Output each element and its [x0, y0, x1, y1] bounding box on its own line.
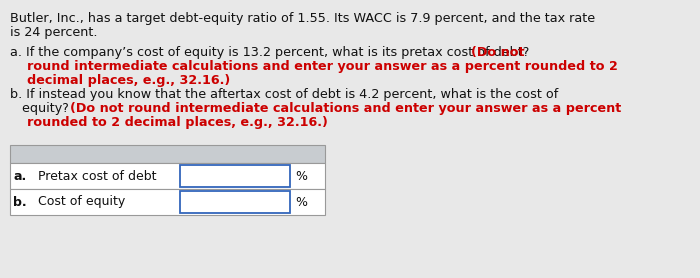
Text: rounded to 2 decimal places, e.g., 32.16.): rounded to 2 decimal places, e.g., 32.16… [27, 116, 328, 129]
Text: Pretax cost of debt: Pretax cost of debt [38, 170, 157, 182]
Text: Butler, Inc., has a target debt-equity ratio of 1.55. Its WACC is 7.9 percent, a: Butler, Inc., has a target debt-equity r… [10, 12, 595, 25]
Text: decimal places, e.g., 32.16.): decimal places, e.g., 32.16.) [27, 74, 230, 87]
Text: a. If the company’s cost of equity is 13.2 percent, what is its pretax cost of d: a. If the company’s cost of equity is 13… [10, 46, 533, 59]
Text: (Do not round intermediate calculations and enter your answer as a percent: (Do not round intermediate calculations … [69, 102, 621, 115]
Text: (Do not: (Do not [470, 46, 524, 59]
Text: b.: b. [13, 195, 27, 208]
Text: %: % [295, 195, 307, 208]
Text: is 24 percent.: is 24 percent. [10, 26, 97, 39]
Text: %: % [295, 170, 307, 182]
Bar [10, 163, 325, 189]
Bar [10, 145, 325, 163]
Text: Cost of equity: Cost of equity [38, 195, 125, 208]
Text: b. If instead you know that the aftertax cost of debt is 4.2 percent, what is th: b. If instead you know that the aftertax… [10, 88, 559, 101]
Text: a.: a. [13, 170, 27, 182]
Text: round intermediate calculations and enter your answer as a percent rounded to 2: round intermediate calculations and ente… [27, 60, 618, 73]
Bar [180, 165, 290, 187]
Bar [10, 189, 325, 215]
Text: equity?: equity? [10, 102, 73, 115]
Bar [180, 191, 290, 213]
